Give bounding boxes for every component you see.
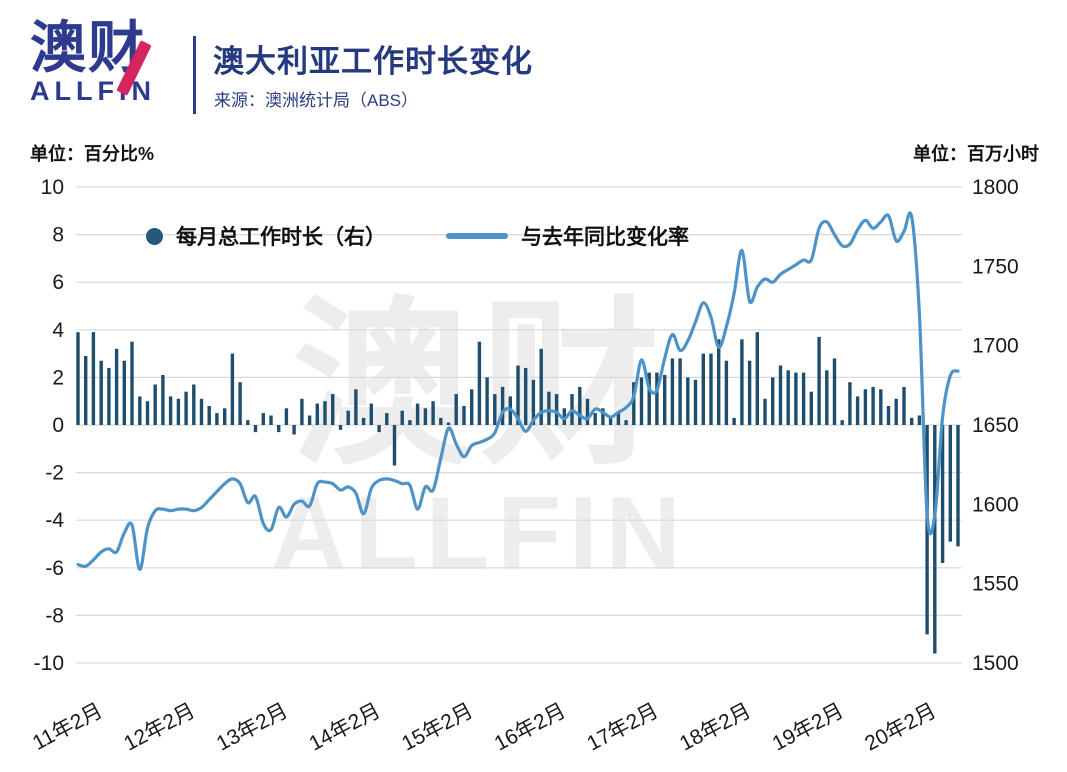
- svg-text:1550: 1550: [972, 573, 1019, 596]
- svg-text:1750: 1750: [972, 255, 1019, 278]
- svg-text:-2: -2: [45, 462, 64, 485]
- legend-label-hours: 每月总工作时长（右）: [176, 226, 386, 249]
- svg-text:15年2月: 15年2月: [398, 699, 477, 755]
- svg-text:1600: 1600: [972, 493, 1019, 516]
- right-axis-unit-label: 单位：百万小时: [913, 144, 1039, 164]
- svg-text:8: 8: [52, 224, 64, 247]
- data-source-label: 来源：澳洲统计局（ABS）: [214, 91, 419, 110]
- svg-text:4: 4: [52, 319, 64, 342]
- brand-logo-en: ALLFIN: [30, 76, 156, 106]
- chart-legend: 每月总工作时长（右） 与去年同比变化率: [146, 221, 689, 251]
- line-marker-icon: [446, 233, 508, 239]
- svg-text:2: 2: [52, 366, 64, 389]
- svg-text:10: 10: [41, 176, 64, 199]
- svg-text:-10: -10: [34, 652, 64, 675]
- svg-text:16年2月: 16年2月: [491, 699, 570, 755]
- svg-text:11年2月: 11年2月: [29, 699, 106, 755]
- x-axis-tick-labels: 11年2月 12年2月 13年2月 14年2月 15年2月 16年2月 17年2月 18年2月…: [29, 699, 940, 755]
- svg-text:12年2月: 12年2月: [120, 699, 199, 755]
- svg-text:1500: 1500: [972, 652, 1019, 675]
- svg-text:1800: 1800: [972, 176, 1019, 199]
- right-axis-tick-labels: 1800 1750 1700 1650 1600 1550 1500: [972, 176, 1019, 675]
- gridlines: [76, 186, 962, 664]
- svg-text:18年2月: 18年2月: [676, 699, 755, 755]
- svg-text:-8: -8: [45, 604, 64, 627]
- svg-text:14年2月: 14年2月: [305, 699, 384, 755]
- svg-text:20年2月: 20年2月: [861, 699, 940, 755]
- watermark-en: ALLFIN: [271, 476, 689, 592]
- svg-text:13年2月: 13年2月: [213, 699, 292, 755]
- chart-canvas: 10 8 6 4 2 0 -2 -4 -6 -8 -10 1800 1750 1700 1650 1600 15…: [29, 176, 1019, 756]
- left-axis-tick-labels: 10 8 6 4 2 0 -2 -4 -6 -8 -10: [34, 176, 65, 675]
- legend-label-yoy: 与去年同比变化率: [521, 226, 689, 249]
- circle-marker-icon: [146, 227, 163, 245]
- left-axis-unit-label: 单位：百分比%: [30, 144, 155, 164]
- svg-text:17年2月: 17年2月: [583, 699, 662, 755]
- bar-series: [76, 332, 960, 654]
- watermark: 澳财 ALLFIN: [240, 285, 720, 592]
- line-series: [76, 211, 960, 572]
- svg-text:1650: 1650: [972, 414, 1019, 437]
- svg-text:6: 6: [52, 271, 64, 294]
- svg-text:-4: -4: [45, 509, 64, 532]
- svg-text:0: 0: [52, 414, 64, 437]
- brand-logo-cn: 澳财: [30, 16, 146, 79]
- legend-item-hours: 每月总工作时长（右）: [146, 221, 386, 251]
- page-title: 澳大利亚工作时长变化: [213, 44, 533, 79]
- svg-text:19年2月: 19年2月: [769, 699, 848, 755]
- watermark-cn: 澳财: [291, 285, 668, 486]
- svg-text:1700: 1700: [972, 335, 1019, 358]
- svg-text:-6: -6: [45, 557, 64, 580]
- legend-item-yoy: 与去年同比变化率: [446, 221, 689, 251]
- header-divider: [193, 36, 196, 114]
